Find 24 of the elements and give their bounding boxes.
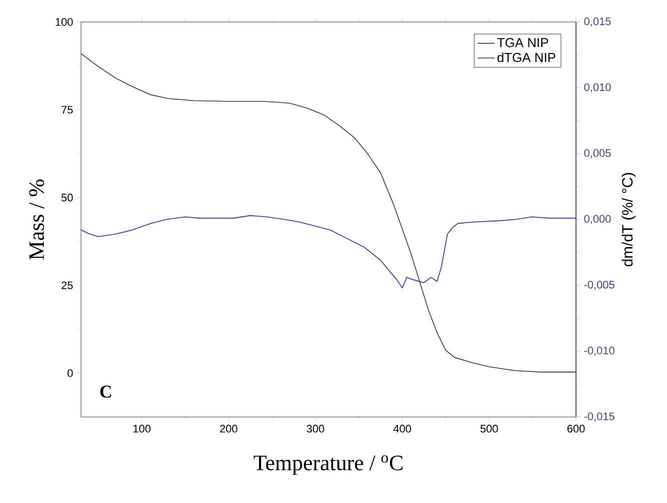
x-tick-label: 200 [220,424,238,433]
y2-tick-label: -0,015 [584,412,614,422]
x-tick-label: 400 [393,424,412,433]
y2-tick-label: -0,005 [584,280,614,290]
x-tick-label: 100 [133,424,150,433]
x-tick-label: 500 [480,424,498,433]
y2-tick-label: 0,010 [584,83,611,92]
y2-axis-title: dm/dT (%/ °C) [622,173,636,266]
y2-tick-label: 0,015 [584,17,611,27]
x-tick-label: 300 [306,424,324,433]
y-tick-label: 0 [68,369,73,377]
annotation: C [100,386,111,398]
y-tick-label: 75 [62,106,73,114]
y-tick-label: 50 [61,194,73,202]
y-tick-label: 100 [56,18,73,26]
y-tick-label: 25 [62,281,73,290]
x-tick-label: 600 [567,424,585,433]
x-axis-title: Temperature / $^{o}$C [254,455,402,475]
legend-label: TGA NIP [497,38,548,48]
y-axis-title: Mass / % [29,179,44,260]
y2-tick-label: 0,000 [584,214,611,224]
y2-tick-label: 0,005 [584,149,611,158]
legend-label: dTGA NIP [498,52,556,62]
y2-tick-label: -0,010 [584,346,614,356]
